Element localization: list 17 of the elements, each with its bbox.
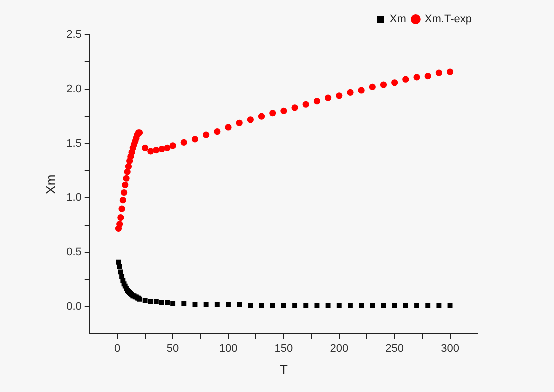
legend-label: Xm	[390, 14, 406, 26]
y-axis-title: Xm	[43, 174, 58, 194]
y-tick-label: 0.0	[66, 301, 82, 314]
legend-label: Xm.T-exp	[424, 14, 472, 26]
y-tick-label: 1.5	[66, 138, 82, 150]
x-tick-label: 300	[441, 342, 460, 355]
y-tick-label: 2.5	[66, 29, 82, 42]
x-tick-label: 150	[274, 342, 294, 355]
x-tick-label: 0	[114, 342, 121, 355]
x-tick-label: 50	[166, 342, 180, 355]
y-tick-label: 1.0	[66, 192, 82, 204]
y-tick-label: 2.0	[66, 83, 82, 96]
x-tick-label: 100	[219, 342, 238, 355]
x-tick-label: 250	[386, 342, 404, 355]
x-tick-label: 200	[330, 342, 349, 355]
y-tick-label: 0.5	[66, 246, 82, 259]
x-axis-title: T	[280, 362, 288, 377]
